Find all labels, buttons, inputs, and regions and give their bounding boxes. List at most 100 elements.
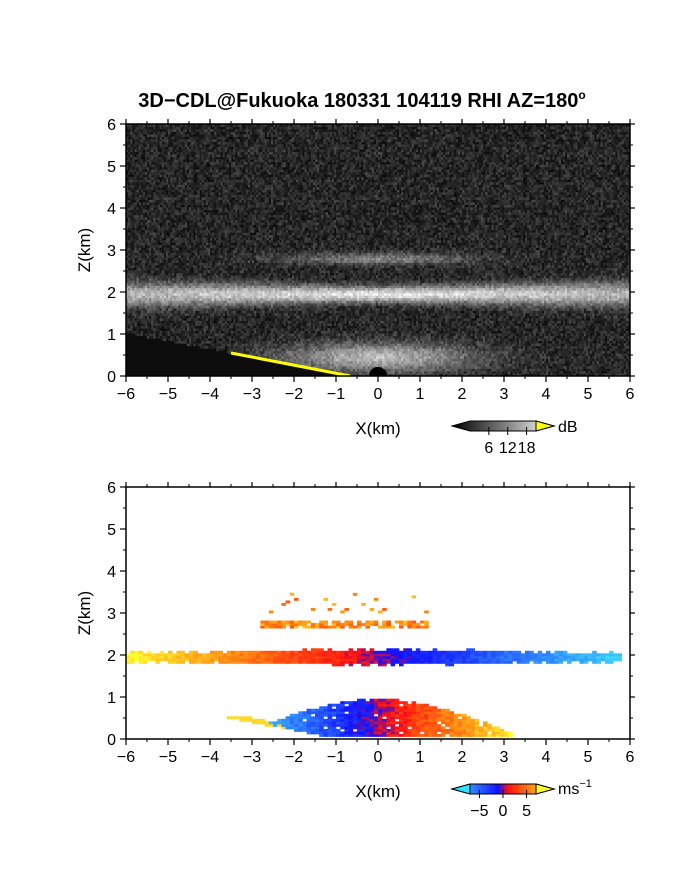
dB-cell <box>223 152 226 155</box>
dB-cell <box>134 174 137 177</box>
dB-cell <box>210 260 213 263</box>
dB-cell <box>202 174 205 177</box>
dB-cell <box>189 270 192 273</box>
dB-cell <box>158 225 161 228</box>
dB-cell <box>162 255 165 258</box>
dB-cell <box>250 197 253 200</box>
dB-cell <box>166 182 169 185</box>
dB-cell <box>221 134 224 137</box>
dB-cell <box>246 326 249 329</box>
dB-cell <box>206 323 209 326</box>
dB-cell <box>145 162 148 165</box>
dB-cell <box>130 142 133 145</box>
dB-cell <box>141 144 144 147</box>
dB-cell <box>189 159 192 162</box>
dB-cell <box>248 159 251 162</box>
dB-cell <box>254 154 257 157</box>
dB-cell <box>155 316 158 319</box>
dB-cell <box>244 222 247 225</box>
dB-cell <box>181 195 184 198</box>
dB-cell <box>176 192 179 195</box>
dB-cell <box>166 336 169 339</box>
dB-cell <box>128 242 131 245</box>
dB-cell <box>162 333 165 336</box>
dB-cell <box>179 230 182 233</box>
dB-cell <box>143 169 146 172</box>
dB-cell <box>225 149 228 152</box>
dB-cell <box>210 263 213 266</box>
dB-cell <box>139 154 142 157</box>
dB-cell <box>130 268 133 271</box>
dB-cell <box>225 159 228 162</box>
dB-cell <box>250 316 253 319</box>
dB-cell <box>202 205 205 208</box>
dB-cell <box>235 263 238 266</box>
dB-cell <box>229 247 232 250</box>
dB-cell <box>179 263 182 266</box>
dB-cell <box>233 132 236 135</box>
dB-cell <box>212 338 215 341</box>
dB-cell <box>145 182 148 185</box>
dB-cell <box>137 331 140 334</box>
dB-cell <box>244 237 247 240</box>
dB-cell <box>221 321 224 324</box>
dB-cell <box>158 129 161 132</box>
dB-cell <box>246 132 249 135</box>
dB-cell <box>204 343 207 346</box>
dB-cell <box>233 152 236 155</box>
dB-cell <box>208 247 211 250</box>
dB-cell <box>210 210 213 213</box>
dB-cell <box>244 227 247 230</box>
dB-cell <box>179 129 182 132</box>
dB-cell <box>174 263 177 266</box>
dB-cell <box>168 242 171 245</box>
dB-cell <box>170 187 173 190</box>
dB-cell <box>218 331 221 334</box>
dB-cell <box>141 134 144 137</box>
dB-cell <box>162 167 165 170</box>
dB-cell <box>141 149 144 152</box>
dB-cell <box>143 215 146 218</box>
dB-cell <box>239 220 242 223</box>
dB-cell <box>191 232 194 235</box>
dB-cell <box>187 232 190 235</box>
dB-cell <box>225 207 228 210</box>
dB-cell <box>218 167 221 170</box>
dB-cell <box>141 174 144 177</box>
dB-cell <box>254 169 257 172</box>
dB-cell <box>218 237 221 240</box>
dB-cell <box>185 316 188 319</box>
dB-cell <box>204 177 207 180</box>
dB-cell <box>143 127 146 130</box>
dB-cell <box>239 265 242 268</box>
dB-cell <box>160 326 163 329</box>
dB-cell <box>166 328 169 331</box>
dB-cell <box>160 137 163 140</box>
dB-cell <box>158 205 161 208</box>
dB-cell <box>191 162 194 165</box>
dB-cell <box>128 263 131 266</box>
dB-cell <box>132 258 135 261</box>
dB-cell <box>130 247 133 250</box>
dB-cell <box>172 184 175 187</box>
dB-cell <box>235 137 238 140</box>
dB-cell <box>235 159 238 162</box>
dB-cell <box>187 134 190 137</box>
dB-cell <box>223 144 226 147</box>
dB-cell <box>143 212 146 215</box>
dB-cell <box>155 144 158 147</box>
dB-cell <box>223 313 226 316</box>
dB-cell <box>174 169 177 172</box>
dB-cell <box>250 179 253 182</box>
dB-cell <box>252 326 255 329</box>
dB-cell <box>147 137 150 140</box>
dB-cell <box>218 152 221 155</box>
dB-cell <box>151 230 154 233</box>
dB-cell <box>181 318 184 321</box>
dB-cell <box>193 326 196 329</box>
dB-cell <box>172 152 175 155</box>
dB-cell <box>218 127 221 130</box>
dB-cell <box>197 316 200 319</box>
dB-cell <box>254 134 257 137</box>
dB-cell <box>160 187 163 190</box>
